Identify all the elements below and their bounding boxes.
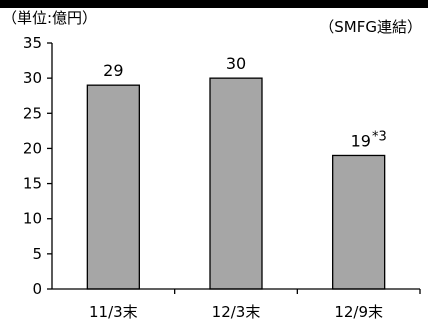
value-label-2: 19*3 <box>351 129 387 150</box>
value-label-footnote: *3 <box>372 129 387 144</box>
bar-2 <box>332 154 386 290</box>
y-tick-label: 25 <box>23 104 42 122</box>
unit-label: （単位:億円） <box>2 9 98 27</box>
y-tick-label: 15 <box>23 175 42 193</box>
x-category-label-1: 12/3末 <box>212 303 261 321</box>
y-tick-label: 20 <box>23 139 42 157</box>
y-tick-label: 10 <box>23 210 42 228</box>
y-tick-label: 5 <box>32 245 42 263</box>
value-label-number: 19 <box>351 131 371 150</box>
y-tick-label: 30 <box>23 69 42 87</box>
y-tick-label: 0 <box>32 280 42 298</box>
header-band <box>0 0 428 8</box>
value-label-number: 30 <box>226 54 246 73</box>
x-category-label-0: 11/3末 <box>89 303 138 321</box>
value-label-number: 29 <box>103 61 123 80</box>
y-tick-label: 35 <box>23 34 42 52</box>
bar-1 <box>209 77 263 290</box>
bar-0 <box>86 84 140 290</box>
value-label-0: 29 <box>103 61 123 80</box>
x-category-label-2: 12/9末 <box>334 303 383 321</box>
source-label: （SMFG連結） <box>319 18 422 36</box>
value-label-1: 30 <box>226 54 246 73</box>
